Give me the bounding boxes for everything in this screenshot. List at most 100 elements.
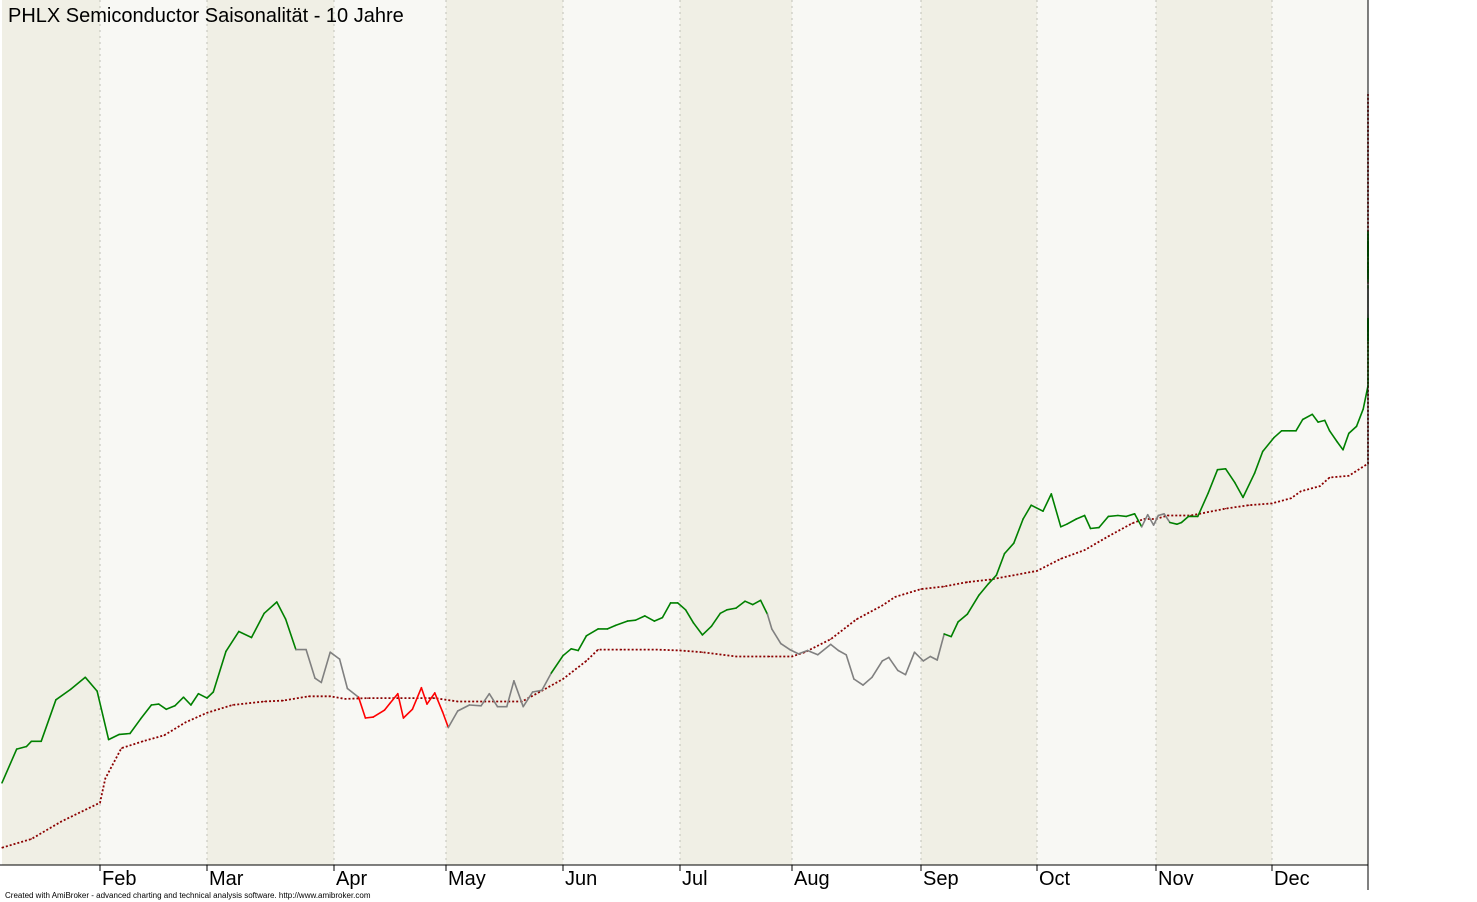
seasonal-segment-8 (84, 676, 98, 692)
seasonal-segment-90 (816, 643, 832, 656)
seasonal-segment-6 (55, 688, 72, 701)
seasonal-segment-80 (735, 600, 746, 609)
month-bands (2, 0, 1368, 865)
seasonal-segment-138 (1207, 468, 1219, 494)
seasonal-segment-122 (1089, 526, 1100, 530)
seasonal-segment-79 (726, 607, 737, 611)
seasonal-segment-153 (1328, 429, 1339, 443)
seasonal-segment-58 (541, 672, 553, 692)
seasonal-segment-156 (1348, 425, 1358, 435)
seasonal-segment-107 (957, 613, 969, 623)
cumulative-point-56 (1300, 490, 1302, 492)
cumulative-point-16 (367, 697, 369, 699)
cumulative-point-27 (656, 649, 658, 651)
seasonal-segment-111 (995, 552, 1006, 577)
x-tick-label-jun: Jun (565, 868, 597, 890)
seasonal-segment-10 (107, 733, 121, 741)
cumulative-point-6 (142, 740, 144, 742)
cumulative-point-38 (920, 588, 922, 590)
seasonal-segment-38 (372, 709, 386, 718)
seasonal-segment-142 (1242, 472, 1256, 499)
seasonal-segment-25 (250, 612, 266, 639)
seasonal-segment-44 (420, 686, 428, 705)
seasonal-segment-3 (25, 740, 33, 748)
seasonal-segment-99 (896, 669, 907, 676)
seasonal-segment-33 (329, 651, 341, 660)
seasonal-segment-55 (513, 679, 525, 708)
seasonal-segment-140 (1224, 467, 1236, 484)
month-band-apr (334, 0, 446, 865)
seasonal-segment-9 (96, 690, 110, 741)
seasonal-segment-76 (701, 625, 713, 636)
seasonal-segment-103 (929, 655, 939, 661)
seasonal-segment-117 (1050, 493, 1062, 528)
seasonal-segment-151 (1317, 419, 1326, 423)
seasonal-segment-141 (1234, 481, 1244, 499)
cumulative-point-3 (99, 802, 101, 804)
seasonal-segment-28 (284, 618, 297, 651)
seasonal-segment-93 (845, 653, 855, 680)
seasonal-segment-158 (1362, 384, 1369, 410)
x-axis-ticks: Feb Mar Apr May Jun Jul Aug Sep Oct Nov Dec (99, 865, 1310, 890)
cumulative-point-17 (400, 697, 402, 699)
footer-credit: Created with AmiBroker - advanced charti… (5, 891, 371, 900)
month-band-jul (680, 0, 792, 865)
cumulative-point-34 (830, 638, 832, 640)
seasonal-segment-40 (389, 692, 399, 705)
seasonal-segment-101 (913, 651, 925, 662)
seasonal-segment-75 (692, 621, 704, 636)
seasonal-segment-133 (1169, 521, 1178, 526)
month-band-nov (1156, 0, 1272, 865)
seasonal-segment-106 (950, 621, 959, 638)
cumulative-point-24 (585, 660, 588, 662)
seasonal-segment-62 (577, 634, 588, 652)
month-band-may (446, 0, 563, 865)
seasonal-segment-39 (383, 702, 391, 712)
seasonal-segment-54 (505, 679, 515, 708)
seasonal-segment-112 (1003, 542, 1015, 555)
seasonal-segment-148 (1295, 418, 1304, 432)
seasonal-segment-78 (719, 608, 728, 615)
cumulative-point-22 (539, 691, 541, 693)
seasonal-segment-132 (1163, 512, 1171, 524)
seasonal-segment-144 (1261, 436, 1275, 453)
seasonal-segment-11 (118, 732, 131, 736)
cumulative-point-15 (344, 698, 346, 700)
month-band-dec (1272, 0, 1368, 865)
x-tick-label-aug: Aug (794, 868, 830, 890)
seasonal-segment-121 (1083, 514, 1092, 530)
seasonal-segment-47 (441, 711, 450, 729)
seasonal-segment-12 (129, 717, 142, 735)
seasonal-segment-18 (182, 696, 192, 706)
cumulative-point-53 (1248, 504, 1250, 506)
seasonal-segment-125 (1117, 514, 1128, 518)
x-tick-label-may: May (448, 868, 486, 890)
cumulative-point-32 (791, 655, 793, 658)
seasonal-segment-15 (158, 703, 168, 711)
cumulative-point-52 (1225, 508, 1227, 510)
seasonal-segment-56 (522, 691, 534, 708)
seasonal-segment-120 (1075, 514, 1086, 520)
seasonal-segment-143 (1253, 450, 1264, 475)
cumulative-point-50 (1167, 514, 1169, 517)
cumulative-point-0 (1, 847, 3, 849)
cumulative-point-59 (1348, 475, 1350, 477)
seasonal-segment-135 (1180, 515, 1190, 524)
cumulative-point-4 (104, 777, 106, 780)
cumulative-point-11 (263, 700, 265, 703)
seasonal-segment-96 (871, 660, 884, 679)
seasonal-segment-17 (174, 696, 185, 707)
seasonal-segment-114 (1022, 504, 1032, 520)
cumulative-point-48 (1143, 518, 1145, 520)
seasonal-segment-92 (837, 649, 848, 656)
cumulative-point-47 (1131, 522, 1133, 524)
x-tick-label-apr: Apr (336, 868, 367, 890)
seasonal-segment-131 (1157, 512, 1165, 517)
cumulative-point-18 (434, 697, 436, 699)
seasonal-segment-43 (411, 686, 423, 711)
seasonal-segment-77 (710, 612, 722, 628)
seasonal-segment-109 (978, 583, 990, 596)
cumulative-point-39 (943, 585, 945, 588)
seasonal-segment-35 (346, 687, 360, 699)
